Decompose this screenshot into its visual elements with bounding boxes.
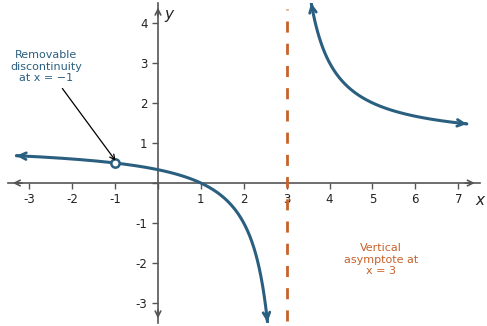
Text: Vertical
asymptote at
x = 3: Vertical asymptote at x = 3 bbox=[344, 243, 418, 276]
Text: y: y bbox=[165, 7, 173, 22]
Text: Removable
discontinuity
at x = −1: Removable discontinuity at x = −1 bbox=[11, 50, 115, 160]
Text: x: x bbox=[475, 193, 484, 208]
